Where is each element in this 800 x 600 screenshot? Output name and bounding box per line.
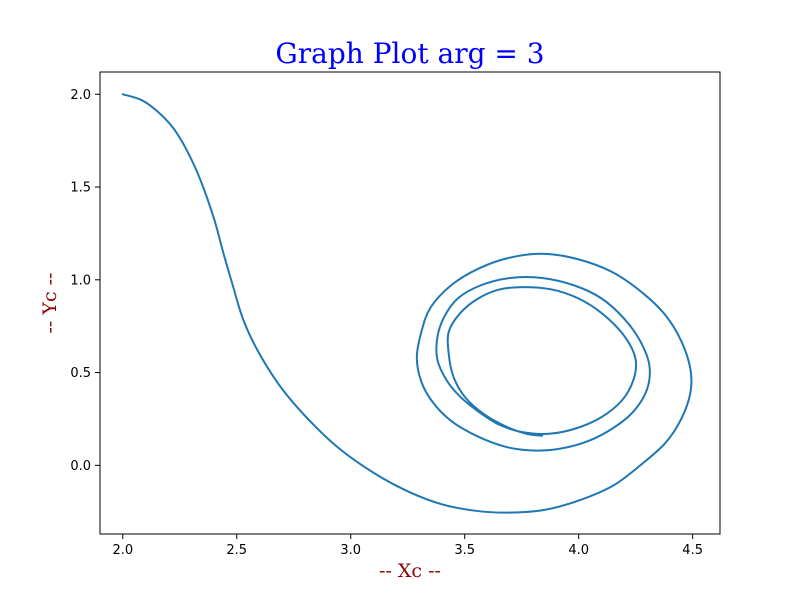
y-axis: 0.0 0.5 1.0 1.5 2.0 xyxy=(70,88,100,474)
x-tick-label: 2.5 xyxy=(226,543,247,558)
x-axis: 2.0 2.5 3.0 3.5 4.0 4.5 xyxy=(112,534,703,558)
series-layer xyxy=(121,93,693,514)
x-tick-label: 3.0 xyxy=(340,543,361,558)
y-tick-label: 2.0 xyxy=(70,88,91,103)
y-tick-label: 0.0 xyxy=(70,459,91,474)
x-tick-label: 2.0 xyxy=(112,543,133,558)
x-tick-label: 3.5 xyxy=(454,543,475,558)
y-tick-label: 1.5 xyxy=(70,181,91,196)
chart-title: Graph Plot arg = 3 xyxy=(275,37,544,70)
y-tick-label: 1.0 xyxy=(70,273,91,288)
x-tick-label: 4.0 xyxy=(568,543,589,558)
x-axis-label: -- Xc -- xyxy=(379,560,441,582)
x-tick-label: 4.5 xyxy=(682,543,703,558)
y-tick-label: 0.5 xyxy=(70,366,91,381)
series-line xyxy=(121,93,693,514)
plot-frame xyxy=(99,71,721,535)
y-axis-label: -- Yc -- xyxy=(39,273,61,334)
